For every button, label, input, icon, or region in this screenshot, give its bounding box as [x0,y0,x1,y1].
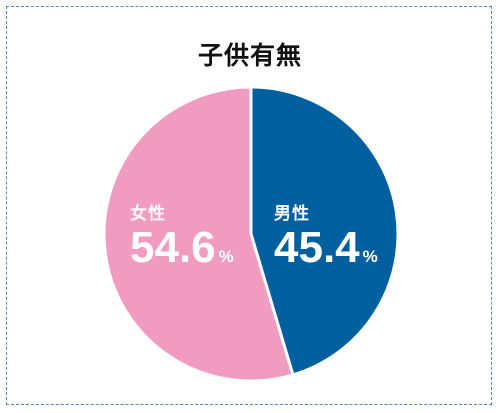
chart-frame [6,6,492,405]
slice-value-label: 54.6% [130,223,234,272]
pie-slice [102,85,295,383]
slice-value-unit: % [363,247,378,266]
slice-name-label: 女性 [130,203,166,224]
pie-slice [249,85,400,377]
chart-title: 子供有無 [197,41,302,70]
slice-value-number: 45.4 [274,223,360,272]
slice-value-unit: % [219,247,234,266]
slice-value-label: 45.4% [274,223,378,272]
slice-name-label: 男性 [274,203,310,224]
slice-value-number: 54.6 [130,223,216,272]
